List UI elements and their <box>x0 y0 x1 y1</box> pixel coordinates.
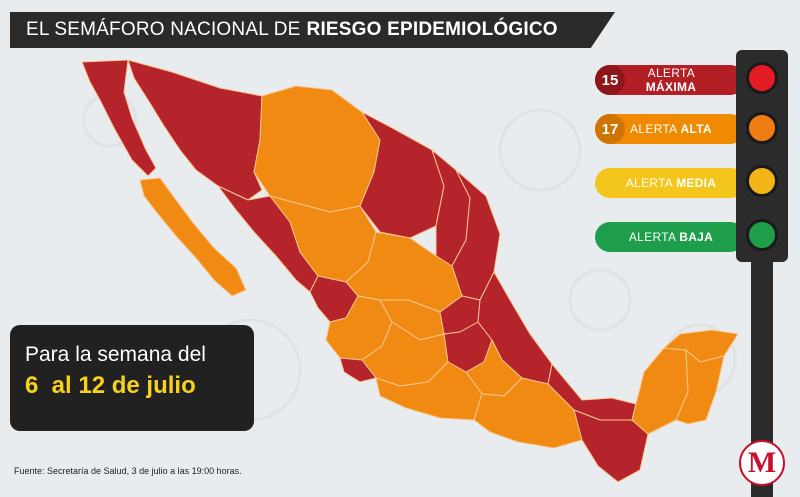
legend-media: ALERTA MEDIA <box>595 168 745 198</box>
source-text: Fuente: Secretaría de Salud, 3 de julio … <box>14 466 242 476</box>
legend-baja-label: ALERTA BAJA <box>628 230 714 244</box>
legend-media-label: ALERTA MEDIA <box>625 176 717 190</box>
legend-alta-count-overlay: 17 <box>601 121 619 138</box>
title-prefix: EL SEMÁFORO NACIONAL DE <box>26 19 301 40</box>
state-quintana-roo <box>675 349 725 425</box>
red-light-icon <box>746 62 778 94</box>
state-chiapas <box>573 409 649 483</box>
week-dates: 6 al 12 de julio <box>25 372 196 399</box>
legend-baja: ALERTA BAJA <box>595 222 745 252</box>
legend-alta-count-bubble <box>595 114 625 144</box>
week-info-box: Para la semana del 6 al 12 de julio <box>10 325 254 431</box>
state-baja-california <box>81 59 157 177</box>
title-emphasis: RIESGO EPIDEMIOLÓGICO <box>306 19 558 40</box>
orange-light-icon <box>746 112 778 144</box>
traffic-light-pole <box>751 262 773 497</box>
yellow-light-icon <box>746 165 778 197</box>
week-label: Para la semana del <box>25 343 206 366</box>
state-chihuahua <box>253 85 381 213</box>
page-title: EL SEMÁFORO NACIONAL DE RIESGO EPIDEMIOL… <box>10 12 615 48</box>
state-baja-california-sur <box>139 177 247 297</box>
milenio-logo: M <box>739 440 785 486</box>
legend-maxima-label: ALERTA MÁXIMA <box>645 66 697 94</box>
legend-maxima-count-bubble <box>595 65 625 95</box>
legend-alta-label: ALERTA ALTA <box>630 122 712 136</box>
state-colima <box>339 357 377 383</box>
green-light-icon <box>746 219 778 251</box>
legend-maxima-count-overlay: 15 <box>601 72 619 89</box>
